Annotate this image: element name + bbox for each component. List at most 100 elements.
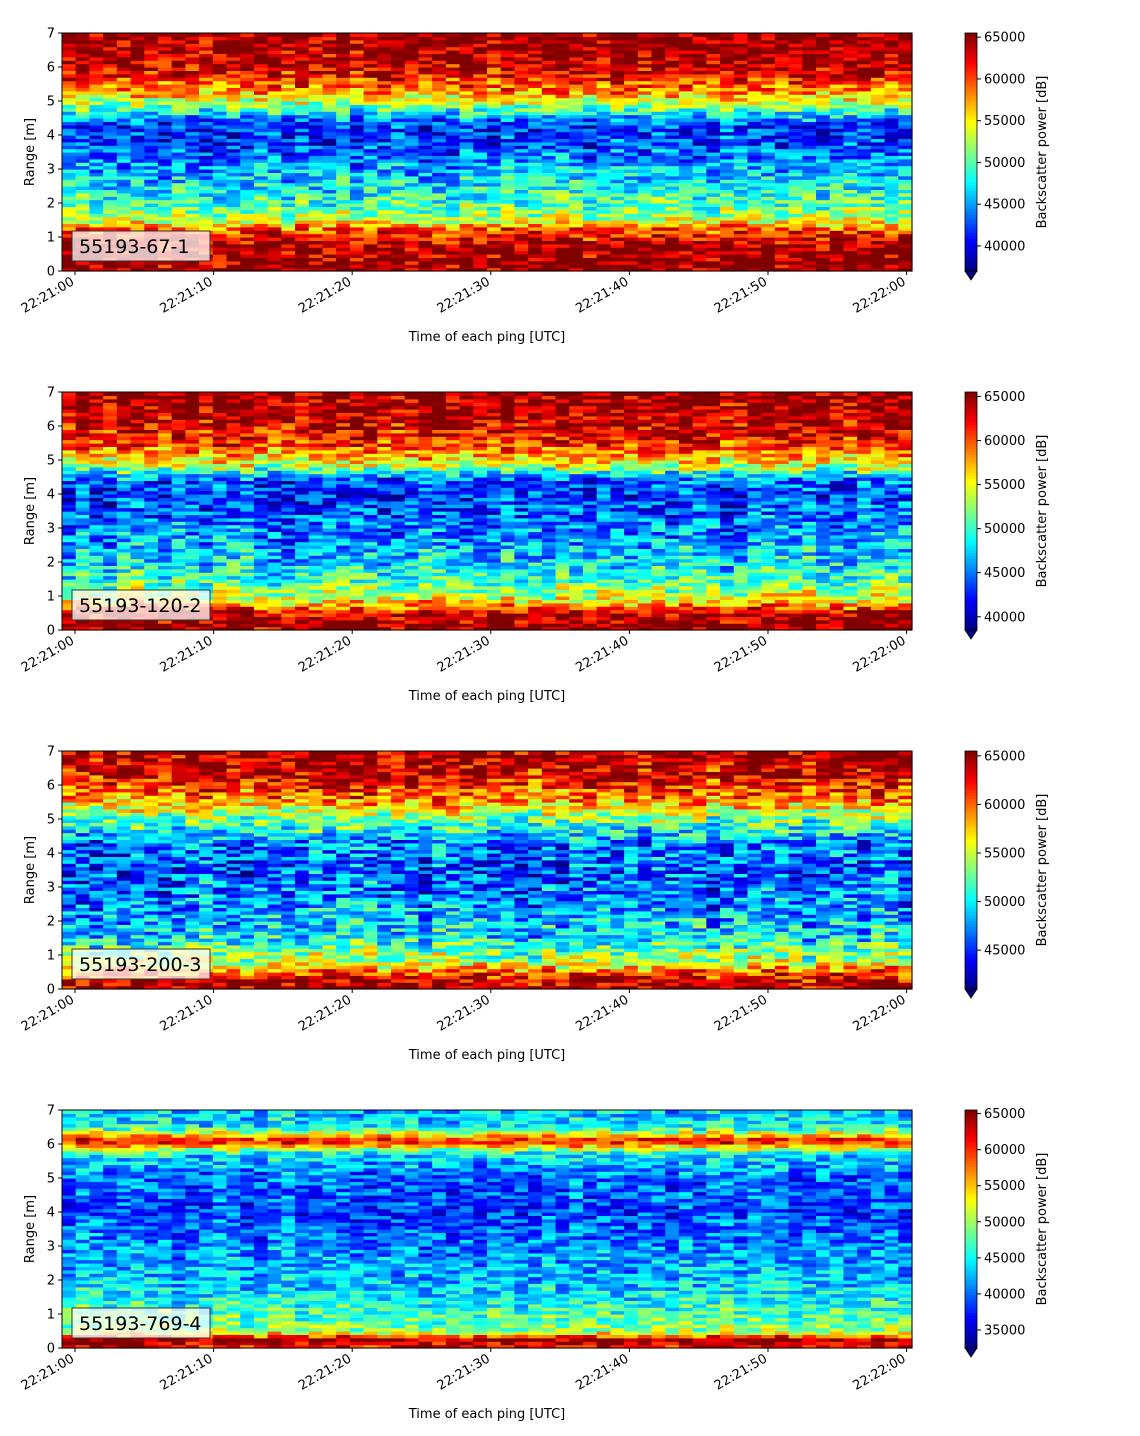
heatmap-cell — [445, 33, 461, 37]
heatmap-cell — [377, 39, 392, 44]
heatmap-cell — [89, 209, 104, 214]
heatmap-cell — [75, 220, 91, 224]
heatmap-cell — [212, 192, 228, 197]
colorbar-segment — [965, 262, 977, 266]
heatmap-cell — [157, 179, 173, 184]
heatmap-cell — [308, 189, 324, 194]
heatmap-cell — [541, 199, 557, 204]
heatmap-cell — [363, 60, 378, 65]
heatmap-cell — [295, 77, 310, 82]
heatmap-cell — [75, 121, 91, 126]
heatmap-cell — [459, 165, 474, 170]
heatmap-cell — [240, 39, 255, 44]
heatmap-cell — [130, 470, 145, 475]
heatmap-cell — [157, 169, 173, 173]
heatmap-cell — [445, 254, 461, 258]
heatmap-cell — [144, 128, 159, 133]
heatmap-cell — [432, 121, 447, 126]
heatmap-cell — [199, 114, 214, 119]
heatmap-cell — [226, 56, 241, 61]
heatmap-cell — [500, 135, 516, 139]
heatmap-cell — [144, 97, 159, 102]
heatmap-cell — [171, 107, 186, 112]
heatmap-cell — [295, 114, 310, 119]
heatmap-cell — [665, 216, 680, 221]
heatmap-cell — [75, 264, 91, 269]
heatmap-cell — [267, 67, 282, 71]
heatmap-cell — [116, 267, 132, 272]
heatmap-cell — [582, 233, 598, 238]
heatmap-cell — [445, 135, 461, 139]
heatmap-cell — [295, 121, 310, 126]
heatmap-cell — [295, 148, 310, 153]
heatmap-cell — [404, 50, 420, 54]
heatmap-cell — [445, 53, 461, 58]
heatmap-cell — [774, 199, 790, 204]
heatmap-cell — [281, 216, 296, 221]
heatmap-cell — [308, 60, 324, 65]
heatmap-cell — [349, 264, 365, 269]
heatmap-cell — [418, 33, 433, 37]
heatmap-cell — [62, 124, 77, 129]
heatmap-cell — [802, 158, 817, 163]
heatmap-cell — [473, 111, 488, 116]
heatmap-cell — [226, 114, 241, 119]
heatmap-cell — [432, 141, 447, 146]
colorbar-segment — [965, 214, 977, 218]
heatmap-cell — [692, 243, 707, 248]
heatmap-cell — [253, 199, 269, 204]
heatmap-cell — [240, 114, 255, 119]
heatmap-cell — [75, 152, 91, 156]
heatmap-cell — [473, 77, 488, 82]
heatmap-cell — [487, 70, 502, 75]
heatmap-cell — [116, 392, 132, 396]
heatmap-cell — [240, 145, 255, 150]
heatmap-cell — [308, 107, 324, 112]
heatmap-cell — [212, 145, 228, 150]
heatmap-cell — [432, 240, 447, 245]
heatmap-cell — [199, 141, 214, 146]
heatmap-cell — [185, 220, 200, 224]
heatmap-cell — [678, 216, 694, 221]
heatmap-cell — [747, 216, 762, 221]
heatmap-cell — [308, 192, 324, 197]
heatmap-cell — [473, 267, 488, 272]
heatmap-cell — [157, 267, 173, 272]
heatmap-cell — [582, 199, 598, 204]
heatmap-cell — [103, 196, 118, 201]
heatmap-cell — [541, 175, 557, 180]
heatmap-cell — [678, 243, 694, 248]
heatmap-cell — [322, 152, 337, 156]
heatmap-cell — [377, 63, 392, 68]
heatmap-cell — [212, 240, 228, 245]
heatmap-cell — [391, 36, 406, 41]
heatmap-cell — [295, 152, 310, 156]
heatmap-cell — [336, 267, 351, 272]
heatmap-cell — [116, 145, 132, 150]
heatmap-cell — [363, 199, 378, 204]
heatmap-cell — [267, 53, 282, 58]
heatmap-cell — [898, 216, 913, 221]
heatmap-cell — [459, 196, 474, 201]
heatmap-cell — [500, 145, 516, 150]
heatmap-cell — [514, 73, 529, 78]
heatmap-cell — [514, 209, 529, 214]
heatmap-cell — [733, 209, 749, 214]
heatmap-cell — [62, 203, 77, 207]
heatmap-cell — [418, 237, 433, 241]
heatmap-cell — [103, 158, 118, 163]
heatmap-cell — [75, 70, 91, 75]
heatmap-cell — [624, 158, 639, 163]
heatmap-cell — [116, 124, 132, 129]
heatmap-cell — [555, 250, 570, 255]
heatmap-cell — [720, 165, 735, 170]
heatmap-cell — [157, 121, 173, 126]
heatmap-cell — [432, 169, 447, 173]
heatmap-cell — [75, 487, 91, 492]
heatmap-cell — [514, 216, 529, 221]
heatmap-cell — [541, 250, 557, 255]
heatmap-cell — [459, 111, 474, 116]
heatmap-cell — [199, 260, 214, 265]
heatmap-cell — [884, 165, 899, 170]
heatmap-cell — [473, 162, 488, 167]
